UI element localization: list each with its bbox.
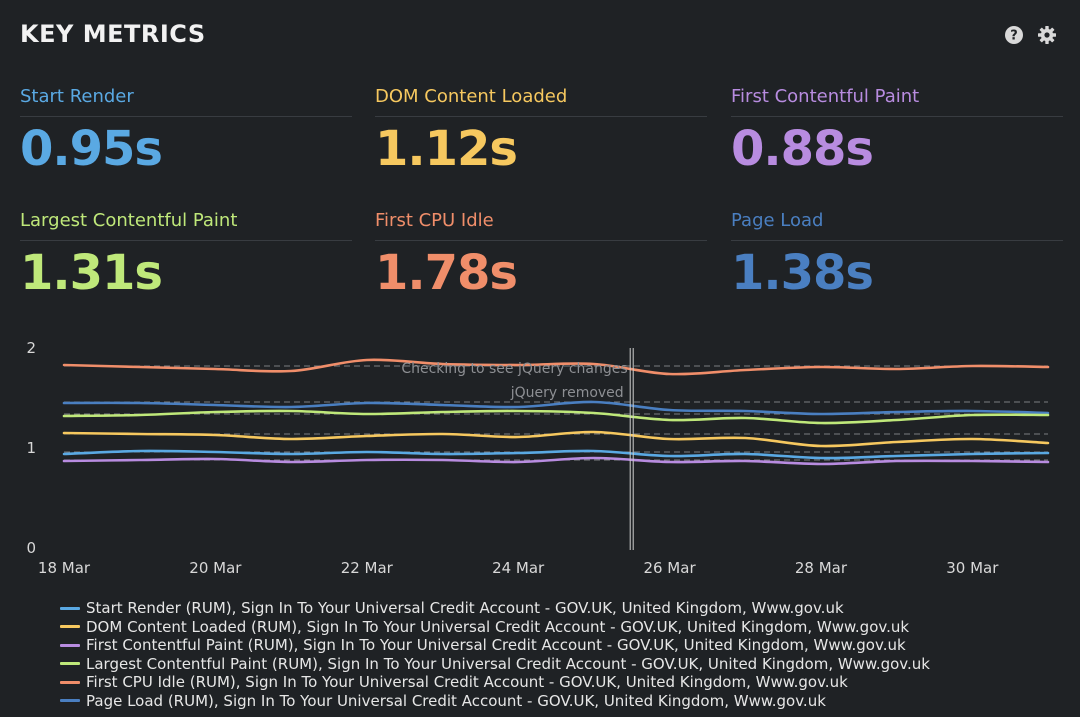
legend-label: Largest Contentful Paint (RUM), Sign In … — [86, 654, 930, 673]
metric-label: DOM Content Loaded — [375, 82, 707, 117]
legend-item[interactable]: First Contentful Paint (RUM), Sign In To… — [60, 636, 1070, 655]
y-tick-label: 0 — [26, 539, 36, 557]
metric-label: First Contentful Paint — [731, 82, 1063, 117]
legend-item[interactable]: Largest Contentful Paint (RUM), Sign In … — [60, 655, 1070, 674]
metric-page-load: Page Load 1.38s — [731, 206, 1063, 301]
legend-label: First CPU Idle (RUM), Sign In To Your Un… — [86, 673, 848, 691]
chart-legend: Start Render (RUM), Sign In To Your Univ… — [60, 599, 1070, 710]
x-tick-label: 26 Mar — [643, 559, 696, 577]
legend-label: Start Render (RUM), Sign In To Your Univ… — [86, 599, 844, 617]
legend-label: Page Load (RUM), Sign In To Your Univers… — [86, 691, 826, 710]
series-line-dom-content-loaded — [62, 430, 1050, 448]
metric-largest-contentful-paint: Largest Contentful Paint 1.31s — [20, 206, 352, 301]
series-line-start-render — [62, 449, 1050, 460]
annotation-label: Checking to see jQuery changes — [401, 361, 627, 377]
legend-item[interactable]: First CPU Idle (RUM), Sign In To Your Un… — [60, 673, 1070, 692]
svg-text:?: ? — [1010, 29, 1018, 44]
series-line-page-load — [62, 400, 1050, 416]
metric-label: Start Render — [20, 82, 352, 117]
legend-swatch — [60, 662, 80, 666]
series-line-first-contentful-paint — [62, 456, 1050, 466]
y-tick-label: 1 — [26, 439, 36, 457]
x-tick-label: 24 Mar — [492, 559, 545, 577]
x-tick-label: 28 Mar — [795, 559, 848, 577]
legend-swatch — [60, 680, 80, 684]
metric-value: 0.88s — [731, 121, 874, 177]
metric-first-contentful-paint: First Contentful Paint 0.88s — [731, 82, 1063, 177]
help-icon[interactable]: ? — [1004, 25, 1024, 45]
metrics-line-chart: 0 1 2 18 Mar 20 Mar 22 Mar 24 Mar 26 Mar 28 Mar 3… — [26, 339, 1050, 577]
annotation-label: jQuery removed — [510, 385, 624, 401]
legend-label: First Contentful Paint (RUM), Sign In To… — [86, 636, 906, 654]
series-line-largest-contentful-paint — [62, 409, 1050, 425]
legend-item[interactable]: Page Load (RUM), Sign In To Your Univers… — [60, 692, 1070, 711]
metric-first-cpu-idle: First CPU Idle 1.78s — [375, 206, 707, 301]
metric-start-render: Start Render 0.95s — [20, 82, 352, 177]
legend-item[interactable]: Start Render (RUM), Sign In To Your Univ… — [60, 599, 1070, 618]
legend-swatch — [60, 625, 80, 629]
legend-swatch — [60, 606, 80, 610]
legend-label: DOM Content Loaded (RUM), Sign In To You… — [86, 617, 910, 636]
series-line-first-cpu-idle — [62, 358, 1050, 376]
x-tick-label: 22 Mar — [341, 559, 394, 577]
y-tick-label: 2 — [26, 339, 36, 357]
metric-value: 0.95s — [20, 121, 163, 177]
legend-item[interactable]: DOM Content Loaded (RUM), Sign In To You… — [60, 618, 1070, 637]
metric-label: Page Load — [731, 206, 1063, 241]
gear-icon[interactable] — [1037, 25, 1057, 45]
metric-label: Largest Contentful Paint — [20, 206, 352, 241]
metric-value: 1.38s — [731, 245, 874, 301]
x-tick-label: 18 Mar — [38, 559, 91, 577]
metric-value: 1.78s — [375, 245, 518, 301]
x-tick-label: 30 Mar — [946, 559, 999, 577]
legend-swatch — [60, 643, 80, 647]
x-tick-label: 20 Mar — [189, 559, 242, 577]
legend-swatch — [60, 699, 80, 703]
metric-value: 1.31s — [20, 245, 163, 301]
page-title: KEY METRICS — [20, 20, 206, 48]
metric-value: 1.12s — [375, 121, 518, 177]
metric-label: First CPU Idle — [375, 206, 707, 241]
metric-dom-content-loaded: DOM Content Loaded 1.12s — [375, 82, 707, 177]
